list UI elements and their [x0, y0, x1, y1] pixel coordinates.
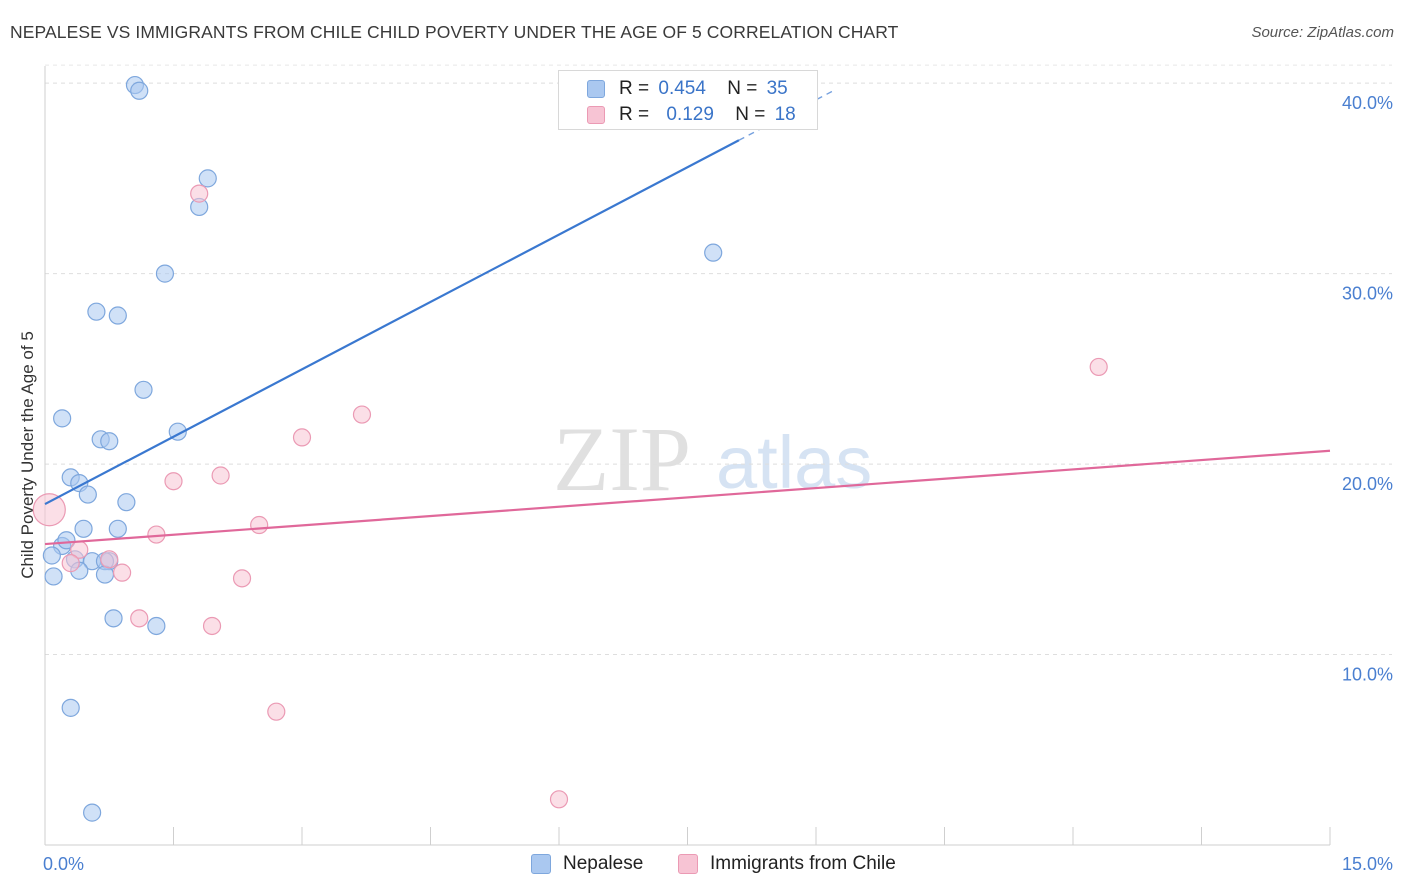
chile-point [267, 702, 286, 721]
chile-point [32, 493, 66, 527]
source-label: Source: ZipAtlas.com [1251, 24, 1394, 41]
nepalese-point [100, 432, 119, 451]
legend-n-value-nepalese: 35 [766, 78, 788, 99]
nepalese-points [42, 75, 723, 822]
chile-point [100, 550, 119, 569]
nepalese-point [44, 567, 63, 586]
chile-point [130, 609, 149, 628]
axes [44, 66, 1331, 846]
x-tick-label: 15.0% [1342, 854, 1393, 874]
nepalese-point [74, 519, 93, 538]
nepalese-point [155, 264, 175, 283]
nepalese-trend-line [44, 139, 740, 506]
legend-r-label: R = [619, 78, 650, 99]
y-tick-label: 10.0% [1342, 665, 1393, 685]
nepalese-point [147, 616, 166, 636]
legend-r-value-nepalese: 0.454 [658, 78, 706, 99]
chile-trend-line [44, 449, 1331, 546]
watermark-zip: ZIP [553, 408, 691, 510]
chile-point [250, 515, 269, 535]
legend-n-label: N = [735, 104, 766, 125]
legend-box: R = 0.454 N = 35 R = 0.129 N = 18 [558, 70, 818, 130]
bottom-legend-swatch-chile [678, 854, 698, 874]
nepalese-point [108, 306, 127, 325]
legend-r-label: R = [619, 104, 650, 125]
chile-point [549, 790, 569, 809]
y-tick-label: 20.0% [1342, 474, 1393, 494]
legend-r-value-chile: 0.129 [666, 104, 714, 125]
nepalese-point [53, 409, 72, 428]
legend-swatch-chile [587, 106, 605, 124]
bottom-legend-label-nepalese: Nepalese [563, 853, 644, 874]
watermark-atlas: atlas [716, 421, 872, 504]
nepalese-point [704, 243, 723, 262]
nepalese-point [87, 302, 106, 321]
legend-swatch-nepalese [587, 80, 605, 98]
tick-labels: 10.0% 20.0% 30.0% 40.0% 0.0% 15.0% [43, 93, 1393, 874]
chile-points [32, 184, 1108, 809]
nepalese-point [117, 493, 136, 512]
bottom-legend-label-chile: Immigrants from Chile [710, 853, 896, 874]
legend-n-label: N = [727, 78, 758, 99]
watermark: ZIP atlas [553, 408, 872, 510]
chile-point [202, 616, 222, 636]
chile-point [352, 405, 372, 424]
nepalese-point [42, 546, 61, 565]
chile-point [1089, 357, 1108, 377]
bottom-legend-swatch-nepalese [531, 854, 551, 874]
grid-lines [45, 64, 1392, 656]
legend-n-value-chile: 18 [774, 104, 796, 125]
chile-point [164, 472, 183, 491]
nepalese-point [61, 698, 80, 717]
nepalese-point [108, 519, 127, 538]
nepalese-point [104, 609, 123, 628]
nepalese-point [198, 169, 217, 188]
nepalese-point [83, 803, 102, 822]
chile-point [232, 569, 252, 588]
nepalese-point [95, 565, 115, 584]
chile-point [292, 428, 312, 447]
chile-point [190, 184, 209, 203]
y-tick-label: 30.0% [1342, 284, 1393, 304]
chile-point [211, 466, 230, 485]
nepalese-point [134, 380, 153, 399]
nepalese-point [57, 531, 76, 550]
nepalese-point [78, 485, 97, 504]
chile-point [61, 554, 80, 573]
chart-title: NEPALESE VS IMMIGRANTS FROM CHILE CHILD … [10, 22, 899, 42]
nepalese-point [130, 81, 149, 100]
x-tick-label: 0.0% [43, 854, 84, 874]
chile-point [112, 563, 132, 582]
y-tick-label: 40.0% [1342, 93, 1393, 113]
